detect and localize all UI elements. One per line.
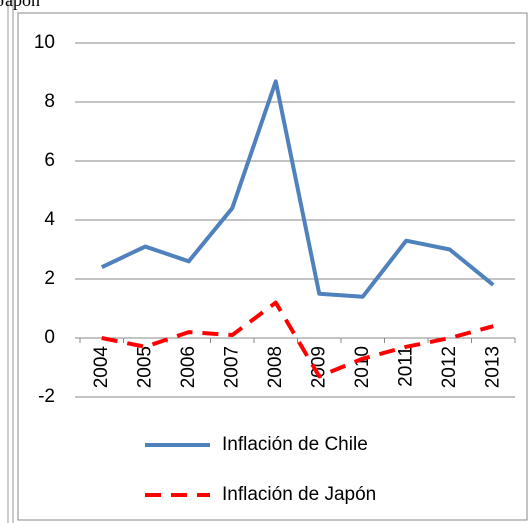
x-tick-label: 2004 — [91, 346, 112, 389]
x-tick-label: 2007 — [221, 346, 242, 388]
x-tick-label: 2012 — [439, 346, 460, 388]
x-tick-label: 2009 — [308, 346, 329, 388]
legend-label: Inflación de Chile — [222, 434, 368, 455]
x-tick-label: 2010 — [352, 346, 373, 388]
x-tick-label: 2005 — [134, 346, 155, 388]
series-line — [101, 300, 494, 379]
series-line — [100, 79, 495, 299]
y-tick-label: 10 — [34, 32, 55, 53]
y-tick-label: 0 — [44, 327, 55, 348]
x-tick-label: 2006 — [178, 346, 199, 388]
x-tick-label: 2008 — [265, 346, 286, 388]
x-tick-label: 2011 — [395, 346, 416, 387]
y-tick-label: 6 — [44, 150, 55, 171]
y-tick-label: -2 — [38, 386, 55, 407]
legend-label: Inflación de Japón — [222, 484, 376, 505]
chart-border — [17, 12, 528, 521]
chart-title: Japón — [0, 0, 40, 10]
y-tick-label: 2 — [44, 268, 55, 289]
y-tick-label: 8 — [44, 91, 55, 112]
y-tick-label: 4 — [44, 209, 55, 230]
x-tick-label: 2013 — [482, 346, 503, 388]
